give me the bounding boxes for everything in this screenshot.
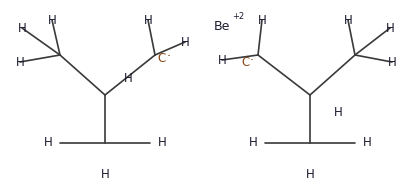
Text: H: H bbox=[16, 56, 24, 68]
Text: H: H bbox=[44, 137, 52, 149]
Text: H: H bbox=[344, 13, 352, 27]
Text: H: H bbox=[334, 105, 342, 119]
Text: H: H bbox=[385, 22, 394, 34]
Text: H: H bbox=[181, 36, 189, 48]
Text: H: H bbox=[248, 137, 257, 149]
Text: C: C bbox=[158, 51, 166, 65]
Text: H: H bbox=[144, 13, 153, 27]
Text: H: H bbox=[362, 137, 371, 149]
Text: H: H bbox=[158, 137, 166, 149]
Text: ·: · bbox=[167, 50, 171, 64]
Text: H: H bbox=[258, 13, 266, 27]
Text: +2: +2 bbox=[232, 12, 244, 21]
Text: H: H bbox=[388, 56, 396, 68]
Text: H: H bbox=[101, 168, 109, 182]
Text: H: H bbox=[217, 53, 226, 67]
Text: H: H bbox=[48, 13, 57, 27]
Text: C: C bbox=[241, 56, 249, 68]
Text: ·: · bbox=[250, 54, 254, 68]
Text: Be: Be bbox=[214, 20, 230, 33]
Text: H: H bbox=[124, 71, 132, 85]
Text: H: H bbox=[18, 22, 26, 34]
Text: H: H bbox=[305, 168, 314, 182]
